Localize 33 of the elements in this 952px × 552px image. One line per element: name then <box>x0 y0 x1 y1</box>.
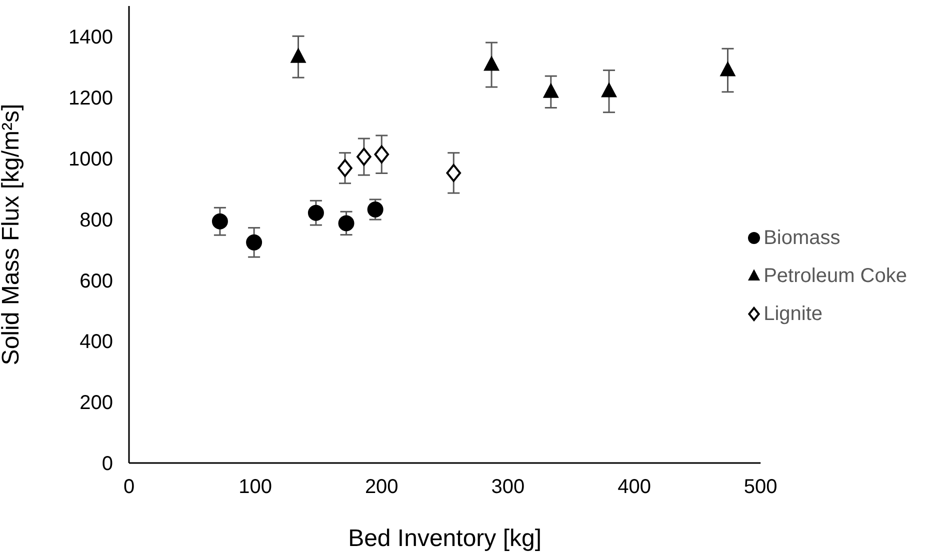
point <box>446 164 462 182</box>
point <box>542 82 559 98</box>
x-axis-title: Bed Inventory [kg] <box>348 525 542 552</box>
legend-label: Petroleum Coke <box>764 264 907 289</box>
point <box>484 56 500 71</box>
legend-label: Lignite <box>764 302 823 327</box>
point <box>601 82 618 98</box>
x-tick-label: 100 <box>238 476 272 498</box>
point <box>374 145 390 164</box>
y-tick-label: 800 <box>80 209 113 232</box>
point <box>290 48 306 63</box>
y-axis-title: Solid Mass Flux [kg/m²s] <box>0 104 25 366</box>
y-tick-label: 1400 <box>68 26 113 49</box>
y-tick-label: 200 <box>80 392 113 414</box>
x-tick-label: 0 <box>123 476 135 498</box>
x-tick-label: 400 <box>618 476 651 498</box>
point <box>338 159 352 178</box>
y-tick-label: 400 <box>80 331 113 354</box>
x-tick-label: 300 <box>491 476 525 498</box>
point <box>356 148 372 166</box>
point <box>246 234 262 250</box>
y-tick-label: 600 <box>80 270 113 292</box>
legend-label: Biomass <box>764 226 840 251</box>
point <box>308 204 324 221</box>
y-tick-label: 1000 <box>68 148 113 170</box>
x-tick-label: 500 <box>744 476 778 498</box>
point <box>367 202 384 218</box>
point <box>212 213 228 230</box>
point <box>338 215 354 232</box>
y-tick-label: 1200 <box>68 88 113 110</box>
point <box>720 61 736 76</box>
x-tick-label: 200 <box>364 476 398 498</box>
y-tick-label: 0 <box>102 453 113 476</box>
